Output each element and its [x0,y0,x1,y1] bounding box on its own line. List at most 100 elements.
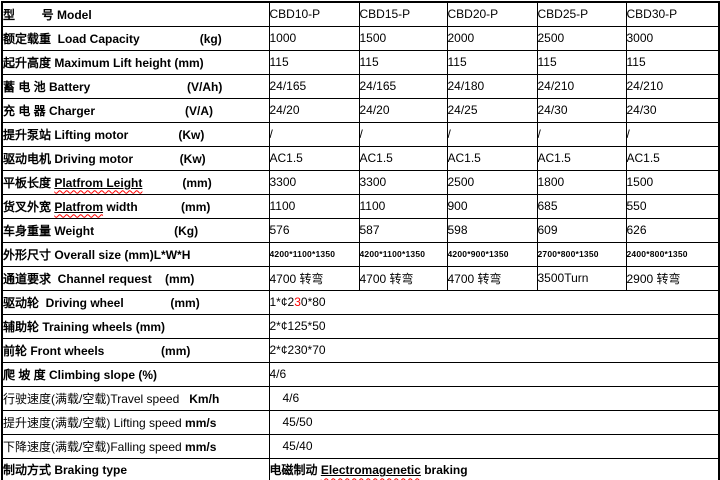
text-segment: 蓄 电 池 Battery (V/Ah) [3,79,223,94]
platform-length-label: 平板长度 Platfrom Leight (mm) [1,169,270,195]
text-segment: (mm) [142,175,212,190]
text-segment: 车身重量 Weight (Kg) [3,223,199,238]
spellcheck-wavy-underline: Platfrom [54,199,104,214]
model-value-CBD10-P: CBD10-P [268,1,360,27]
text-segment: mm/s [185,439,217,454]
overall-size-value-CBD30-P: 2400*800*1350 [625,241,720,267]
climbing-slope-value: 4/6 [268,361,720,387]
text-segment: 提升泵站 Lifting motor (Kw) [3,127,205,142]
weight-value-CBD10-P: 576 [268,217,360,243]
platform-width-label: 货叉外宽 Platfrom width (mm) [1,193,270,219]
table-row-driving-motor: 驱动电机 Driving motor (Kw) AC1.5 AC1.5 AC1.5 AC… [1,145,720,171]
driving-motor-value-CBD15-P: AC1.5 [358,145,448,171]
battery-label: 蓄 电 池 Battery (V/Ah) [1,73,270,99]
platform-width-value-CBD25-P: 685 [536,193,627,219]
text-segment: 额定载重 Load Capacity (kg) [3,31,222,46]
misspelled-word: Platfrom Leight [54,176,142,190]
driving-motor-value-CBD20-P: AC1.5 [446,145,538,171]
weight-label: 车身重量 Weight (Kg) [1,217,270,243]
driving-motor-value-CBD10-P: AC1.5 [268,145,360,171]
platform-length-value-CBD10-P: 3300 [268,169,360,195]
training-wheels-label: 辅助轮 Training wheels (mm) [1,313,270,339]
weight-value-CBD20-P: 598 [446,217,538,243]
driving-motor-value-CBD25-P: AC1.5 [536,145,627,171]
platform-length-value-CBD20-P: 2500 [446,169,538,195]
lifting-motor-label: 提升泵站 Lifting motor (Kw) [1,121,270,147]
table-row-climbing-slope: 爬 坡 度 Climbing slope (%) 4/6 [1,361,720,387]
lift-height-value-CBD25-P: 115 [536,49,627,75]
text-segment: 货叉外宽 [3,199,55,214]
text-segment: 型 号 Model [3,7,92,22]
lifting-speed-label: 提升速度(满载/空载) Lifting speed mm/s [1,409,270,435]
table-row-braking-type: 制动方式 Braking type 电磁制动 Electromagenetic b… [1,457,720,480]
channel-request-value-CBD15-P: 4700 转弯 [358,265,448,291]
falling-speed-value: 45/40 [268,433,720,459]
model-value-CBD25-P: CBD25-P [536,1,627,27]
model-value-CBD20-P: CBD20-P [446,1,538,27]
battery-value-CBD10-P: 24/165 [268,73,360,99]
channel-request-label: 通道要求 Channel request (mm) [1,265,270,291]
table-row-channel-request: 通道要求 Channel request (mm) 4700 转弯 4700 转弯 4… [1,265,720,291]
platform-width-value-CBD30-P: 550 [625,193,720,219]
battery-value-CBD30-P: 24/210 [625,73,720,99]
charger-value-CBD20-P: 24/25 [446,97,538,123]
battery-value-CBD20-P: 24/180 [446,73,538,99]
table-row-travel-speed: 行驶速度(满载/空载)Travel speed Km/h 4/6 [1,385,720,411]
channel-request-value-CBD10-P: 4700 转弯 [268,265,360,291]
load-capacity-value-CBD10-P: 1000 [268,25,360,51]
load-capacity-value-CBD15-P: 1500 [358,25,448,51]
table-row-platform-length: 平板长度 Platfrom Leight (mm) 3300 3300 2500 180… [1,169,720,195]
travel-speed-label: 行驶速度(满载/空载)Travel speed Km/h [1,385,270,411]
text-segment: 驱动电机 Driving motor (Kw) [3,151,206,166]
lifting-motor-value-CBD15-P: / [358,121,448,147]
spellcheck-wavy-underline: Platfrom Leight [54,175,143,190]
front-wheels-label: 前轮 Front wheels (mm) [1,337,270,363]
charger-value-CBD25-P: 24/30 [536,97,627,123]
platform-length-value-CBD15-P: 3300 [358,169,448,195]
channel-request-value-CBD25-P: 3500Turn [536,265,627,291]
platform-length-value-CBD30-P: 1500 [625,169,720,195]
overall-size-value-CBD10-P: 4200*1100*1350 [268,241,360,267]
travel-speed-value: 4/6 [268,385,720,411]
lift-height-value-CBD20-P: 115 [446,49,538,75]
driving-wheel-value: 1*¢230*80 [268,289,720,315]
table-row-lifting-speed: 提升速度(满载/空载) Lifting speed mm/s 45/50 [1,409,720,435]
text-segment: 电磁制动 [269,463,321,478]
charger-value-CBD10-P: 24/20 [268,97,360,123]
text-segment: 外形尺寸 Overall size (mm)L*W*H [3,247,191,262]
lifting-motor-value-CBD10-P: / [268,121,360,147]
overall-size-label: 外形尺寸 Overall size (mm)L*W*H [1,241,270,267]
platform-length-value-CBD25-P: 1800 [536,169,627,195]
falling-speed-label: 下降速度(满载/空载)Falling speed mm/s [1,433,270,459]
text-segment: (mm) [137,199,211,214]
driving-wheel-label: 驱动轮 Driving wheel (mm) [1,289,270,315]
table-row-weight: 车身重量 Weight (Kg) 576 587 598 609 626 [1,217,720,243]
text-segment: 爬 坡 度 Climbing slope (%) [3,367,158,382]
battery-value-CBD25-P: 24/210 [536,73,627,99]
text-segment: mm/s [185,415,217,430]
driving-motor-label: 驱动电机 Driving motor (Kw) [1,145,270,171]
overall-size-value-CBD20-P: 4200*900*1350 [446,241,538,267]
model-label: 型 号 Model [1,1,270,27]
platform-width-value-CBD15-P: 1100 [358,193,448,219]
text-segment: 平板长度 [3,175,55,190]
lift-height-value-CBD15-P: 115 [358,49,448,75]
spellcheck-wavy-underline: Electromagenetic [320,463,421,478]
table-row-driving-wheel: 驱动轮 Driving wheel (mm) 1*¢230*80 [1,289,720,315]
overall-size-value-CBD25-P: 2700*800*1350 [536,241,627,267]
table-row-training-wheels: 辅助轮 Training wheels (mm) 2*¢125*50 [1,313,720,339]
text-segment: 通道要求 Channel request (mm) [3,271,195,286]
lifting-motor-value-CBD20-P: / [446,121,538,147]
load-capacity-label: 额定载重 Load Capacity (kg) [1,25,270,51]
driving-motor-value-CBD30-P: AC1.5 [625,145,720,171]
model-value-CBD15-P: CBD15-P [358,1,448,27]
lift-height-value-CBD10-P: 115 [268,49,360,75]
text-segment: braking [420,463,468,478]
text-segment: 起升高度 Maximum Lift height (mm) [3,55,204,70]
platform-width-value-CBD10-P: 1100 [268,193,360,219]
table-row-charger: 充 电 器 Charger (V/A) 24/20 24/20 24/25 24/30 2… [1,97,720,123]
text-segment: 行驶速度(满载/空载)Travel speed [3,391,180,406]
